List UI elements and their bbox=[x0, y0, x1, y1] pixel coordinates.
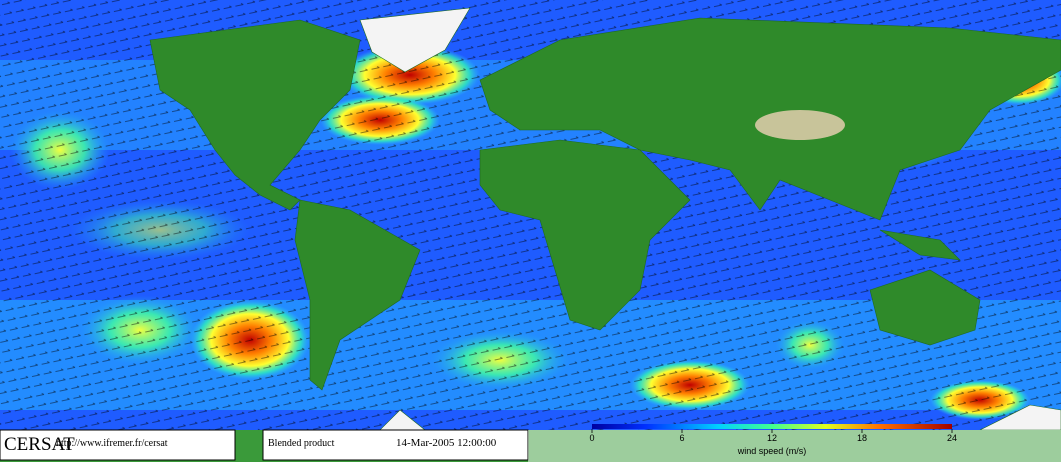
url: http://www.ifremer.fr/cersat bbox=[56, 438, 168, 449]
colorbar-back bbox=[528, 430, 1061, 462]
land bbox=[149, 7, 1061, 431]
date: 14-Mar-2005 12:00:00 bbox=[396, 437, 497, 449]
product: Blended product bbox=[268, 438, 335, 449]
colorbar-tick-label: 0 bbox=[589, 433, 594, 443]
product-box bbox=[262, 429, 529, 461]
colorbar-tick-label: 6 bbox=[679, 433, 684, 443]
colorbar-label: wind speed (m/s) bbox=[737, 446, 807, 456]
colorbar-tick-label: 18 bbox=[857, 433, 867, 443]
logo: CERSAT bbox=[4, 434, 75, 455]
colorbar-tick-label: 24 bbox=[947, 433, 957, 443]
logo-box bbox=[0, 429, 236, 461]
colorbar: wind speed (m/s) 0 6 12 18 24 bbox=[589, 424, 957, 456]
colorbar-tick-label: 12 bbox=[767, 433, 777, 443]
colorbar-gradient bbox=[592, 424, 952, 429]
